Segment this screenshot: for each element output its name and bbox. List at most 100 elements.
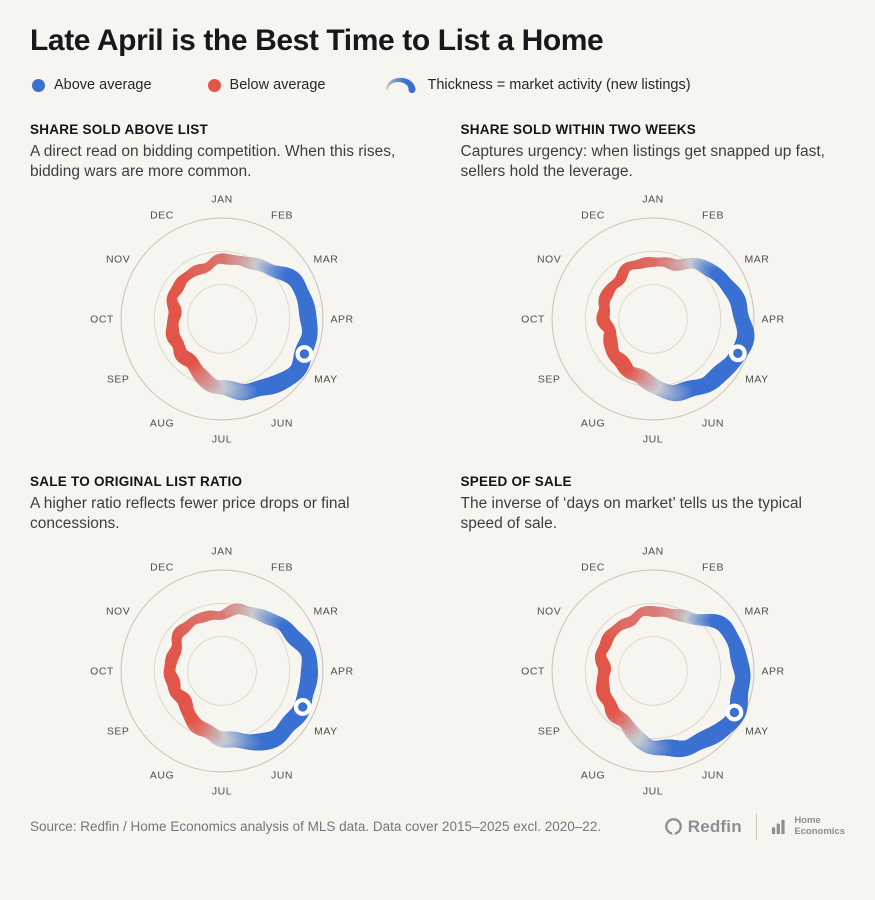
home-economics-logo: Home Economics (771, 815, 845, 837)
footer-logos: Redfin Home Economics (664, 813, 845, 840)
page-title: Late April is the Best Time to List a Ho… (30, 24, 604, 57)
panel-description: Captures urgency: when listings get snap… (460, 142, 825, 180)
above-average-dot-icon (32, 78, 45, 92)
month-label: NOV (106, 605, 130, 617)
redfin-logo-icon (664, 818, 682, 835)
month-label: NOV (537, 253, 561, 265)
logo-divider (755, 813, 758, 840)
panel-heading: SPEED OF SALE (460, 473, 572, 489)
late-april-marker (728, 343, 747, 362)
footer: Source: Redfin / Home Economics analysis… (30, 813, 845, 840)
legend-label-above: Above average (54, 77, 152, 93)
month-label: FEB (702, 561, 724, 573)
month-label: AUG (581, 417, 605, 429)
charts-grid: SHARE SOLD ABOVE LIST A direct read on b… (30, 112, 845, 806)
month-label: APR (761, 313, 784, 325)
month-label: JUN (271, 417, 293, 429)
month-label: APR (331, 313, 354, 325)
panel-description: A direct read on bidding competition. Wh… (30, 142, 396, 180)
month-label: JAN (212, 193, 233, 205)
grid-circle (617, 635, 688, 706)
legend-label-thickness: Thickness = market activity (new listing… (427, 77, 691, 93)
month-label: JUL (643, 785, 663, 797)
radial-chart-svg: JAN FEB MAR APR MAY JUN JUL AUG SEP OCT NOV DEC (521, 545, 784, 797)
month-label: MAY (314, 373, 337, 385)
month-label: JUL (212, 785, 232, 797)
month-label: NOV (106, 253, 130, 265)
grid-circle (551, 569, 755, 772)
month-label: MAR (744, 605, 769, 617)
month-label: OCT (521, 665, 545, 677)
panel-heading: SALE TO ORIGINAL LIST RATIO (30, 473, 243, 489)
month-label: APR (761, 665, 784, 677)
late-april-marker (295, 344, 314, 363)
radial-chart-sale-to-original-list-ratio: JAN FEB MAR APR MAY JUN JUL AUG SEP OCT NOV DEC (30, 538, 415, 806)
month-label: APR (331, 665, 354, 677)
radial-chart-speed-of-sale: JAN FEB MAR APR MAY JUN JUL AUG SEP OCT NOV DEC (461, 538, 846, 806)
month-label: AUG (581, 769, 605, 781)
month-label: JUN (271, 769, 293, 781)
late-april-marker (294, 697, 312, 716)
radial-chart-svg: JAN FEB MAR APR MAY JUN JUL AUG SEP OCT NOV DEC (521, 193, 784, 445)
month-label: DEC (581, 561, 605, 573)
month-label: OCT (521, 313, 545, 325)
legend-item-above-average: Above average (32, 77, 152, 93)
month-label: MAR (314, 253, 339, 265)
redfin-wordmark: Redfin (687, 816, 742, 836)
month-label: JAN (642, 193, 663, 205)
legend: Above average Below average Thickness = … (32, 75, 843, 96)
radial-chart-share-sold-within-two-weeks: JAN FEB MAR APR MAY JUN JUL AUG SEP OCT NOV DEC (461, 186, 846, 454)
home-economics-line2: Economics (794, 825, 845, 837)
redfin-logo: Redfin (664, 817, 742, 837)
month-label: JUN (702, 417, 724, 429)
month-label: MAY (745, 373, 768, 385)
month-label: DEC (150, 561, 174, 573)
month-label: MAR (314, 605, 339, 617)
below-average-dot-icon (207, 78, 221, 92)
panel-share-sold-above-list: SHARE SOLD ABOVE LIST A direct read on b… (30, 112, 415, 454)
radial-chart-svg: JAN FEB MAR APR MAY JUN JUL AUG SEP OCT NOV DEC (90, 193, 354, 445)
grid-circle (584, 602, 721, 739)
home-economics-wordmark: Home Economics (794, 815, 845, 837)
panel-sale-to-original-list-ratio: SALE TO ORIGINAL LIST RATIO A higher rat… (30, 464, 415, 806)
source-note: Source: Redfin / Home Economics analysis… (30, 819, 602, 834)
month-label: OCT (90, 313, 114, 325)
month-label: AUG (150, 417, 174, 429)
radial-chart-share-sold-above-list: JAN FEB MAR APR MAY JUN JUL AUG SEP OCT NOV DEC (30, 186, 415, 454)
month-label: SEP (107, 725, 130, 737)
month-label: JAN (212, 545, 233, 557)
month-label: MAY (745, 725, 768, 737)
legend-item-below-average: Below average (207, 77, 326, 93)
month-label: MAR (744, 253, 769, 265)
month-label: JUN (702, 769, 724, 781)
thickness-crescent-icon (381, 75, 418, 96)
late-april-marker (725, 703, 744, 721)
grid-circle (551, 217, 755, 420)
month-label: SEP (538, 373, 561, 385)
month-label: FEB (271, 209, 293, 221)
month-label: AUG (150, 769, 174, 781)
panel-share-sold-within-two-weeks: SHARE SOLD WITHIN TWO WEEKS Captures urg… (461, 112, 846, 454)
month-label: OCT (90, 665, 114, 677)
month-label: DEC (581, 209, 605, 221)
month-label: SEP (107, 373, 130, 385)
panel-speed-of-sale: SPEED OF SALE The inverse of ‘days on ma… (461, 464, 846, 806)
panel-description: A higher ratio reflects fewer price drop… (30, 494, 350, 532)
panel-heading: SHARE SOLD WITHIN TWO WEEKS (460, 121, 696, 137)
grid-circle (617, 283, 688, 354)
grid-circle (120, 569, 324, 772)
month-label: JUL (212, 433, 232, 445)
legend-label-below: Below average (229, 77, 326, 93)
month-label: FEB (271, 561, 293, 573)
grid-circle (187, 283, 258, 354)
grid-circle (120, 217, 324, 420)
month-label: FEB (702, 209, 724, 221)
month-label: DEC (150, 209, 174, 221)
legend-item-thickness: Thickness = market activity (new listing… (381, 75, 691, 96)
month-label: NOV (537, 605, 561, 617)
month-label: SEP (538, 725, 561, 737)
bar-chart-logo-icon (772, 819, 785, 835)
month-label: JUL (643, 433, 663, 445)
panel-heading: SHARE SOLD ABOVE LIST (30, 121, 209, 137)
